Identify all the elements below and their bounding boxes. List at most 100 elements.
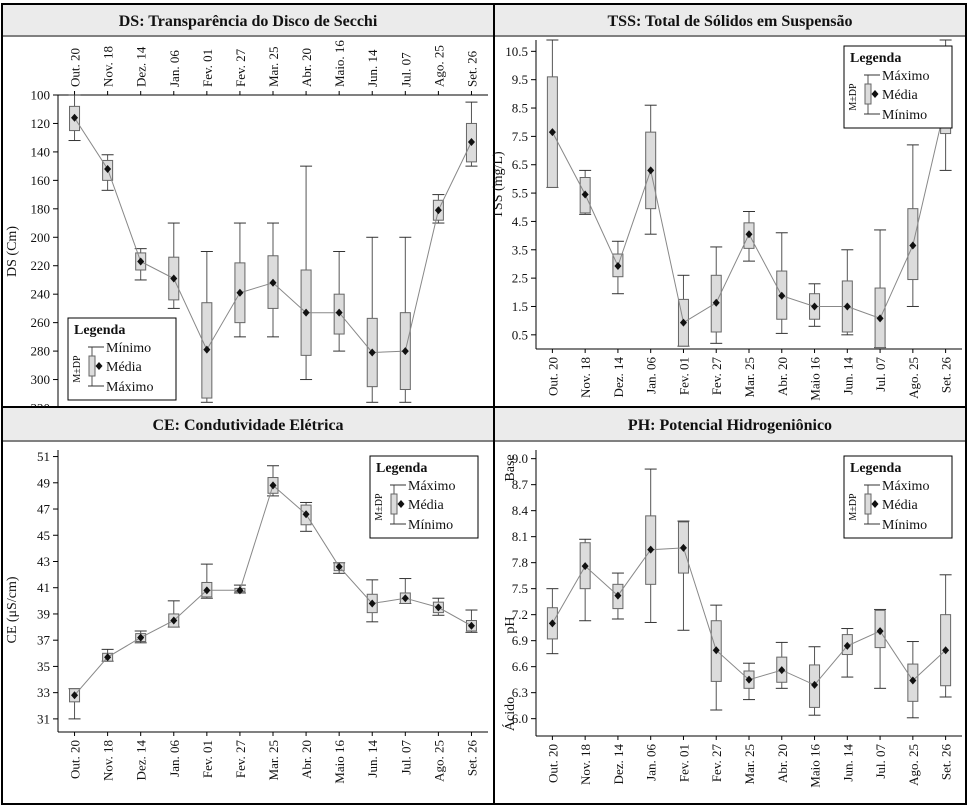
mean-marker <box>368 599 376 608</box>
x-tick-label: Abr. 20 <box>775 357 790 396</box>
legend-bottom-label: Mínimo <box>408 518 453 533</box>
mean-marker <box>434 206 442 215</box>
legend-mid-label: Média <box>106 360 143 375</box>
legend-title: Legenda <box>850 51 901 66</box>
legend-top-label: Máximo <box>882 69 929 84</box>
mean-marker <box>170 616 178 625</box>
y-tick-label: 37 <box>37 633 51 648</box>
legend-box-label: M±DP <box>374 493 385 521</box>
legend-bottom-label: Mínimo <box>882 108 927 123</box>
mean-marker <box>679 543 687 552</box>
y-tick-label: 7.5 <box>512 129 528 144</box>
mean-marker <box>876 314 884 323</box>
mean-marker <box>745 675 753 684</box>
x-tick-label: Nov. 18 <box>101 740 116 781</box>
y-tick-label: 240 <box>31 287 51 302</box>
legend-sd-box <box>864 493 872 515</box>
x-tick-label: Fev. 27 <box>233 48 248 87</box>
legend-sd-box <box>864 83 872 105</box>
y-tick-label: 8.4 <box>512 503 529 518</box>
mean-marker <box>712 646 720 655</box>
mean-marker <box>909 676 917 685</box>
x-tick-label: Set. 26 <box>464 740 479 777</box>
mean-marker <box>203 345 211 354</box>
x-tick-label: Out. 20 <box>68 48 83 87</box>
mean-marker <box>170 274 178 283</box>
mean-marker <box>778 666 786 675</box>
x-tick-label: Dez. 14 <box>134 740 149 781</box>
mean-marker <box>909 241 917 250</box>
mean-marker <box>203 586 211 595</box>
y-tick-label: 6.6 <box>512 659 529 674</box>
y-tick-label: 9.5 <box>512 72 528 87</box>
mean-marker <box>745 230 753 239</box>
y-tick-label: 220 <box>31 258 51 273</box>
x-tick-label: Dez. 14 <box>134 46 149 87</box>
legend-title: Legenda <box>850 461 901 476</box>
y-tick-label: 300 <box>31 372 51 387</box>
x-tick-label: Jan. 06 <box>167 740 182 777</box>
y-tick-label: 6.3 <box>512 685 528 700</box>
box-11 <box>874 229 887 349</box>
x-tick-label: Fev. 01 <box>676 744 691 782</box>
y-tick-label: 10.5 <box>505 44 528 59</box>
legend-mean-marker <box>871 500 879 508</box>
mean-marker <box>236 288 244 297</box>
mean-marker <box>811 302 819 311</box>
mean-marker <box>548 619 556 628</box>
legend-top-label: Máximo <box>882 479 929 494</box>
legend-sd-box <box>390 493 398 515</box>
x-tick-label: Set. 26 <box>939 357 954 394</box>
box-6 <box>233 222 246 338</box>
mean-marker <box>548 128 556 137</box>
mean-marker <box>434 603 442 612</box>
y-tick-label: 7.5 <box>512 581 528 596</box>
x-tick-label: Dez. 14 <box>611 357 626 398</box>
x-tick-label: Jul. 07 <box>873 744 888 779</box>
legend-title: Legenda <box>376 461 427 476</box>
legend-mean-marker <box>397 500 405 508</box>
y-tick-label: 140 <box>31 144 51 159</box>
y-tick-label: 39 <box>37 606 50 621</box>
x-tick-label: Ago. 25 <box>431 740 446 782</box>
x-tick-label: Jan. 06 <box>644 357 659 394</box>
mean-marker <box>581 562 589 571</box>
legend: Legenda M±DP Mínimo Média Máximo <box>67 317 177 401</box>
box-13 <box>939 574 952 698</box>
legend-mean-marker <box>95 362 103 370</box>
mean-marker <box>137 257 145 266</box>
box-4 <box>167 222 180 309</box>
legend-mid-label: Média <box>408 498 445 513</box>
mean-marker <box>335 308 343 317</box>
box-8 <box>775 232 788 334</box>
box-11 <box>874 608 887 689</box>
x-tick-label: Fev. 01 <box>676 357 691 395</box>
x-tick-label: Mar. 25 <box>742 744 757 784</box>
x-tick-label: Fev. 27 <box>709 744 724 783</box>
x-tick-label: Abr. 20 <box>299 740 314 779</box>
box-9 <box>333 251 346 352</box>
y-tick-label: 43 <box>37 554 50 569</box>
y-tick-label: 51 <box>37 449 50 464</box>
box-10 <box>841 628 854 678</box>
x-tick-label: Mar. 25 <box>266 740 281 780</box>
y-tick-label: 260 <box>31 315 51 330</box>
x-tick-label: Maio. 16 <box>332 40 347 87</box>
legend-mid-label: Média <box>882 498 919 513</box>
y-tick-label: 47 <box>37 502 51 517</box>
legend-top-label: Mínimo <box>106 341 151 356</box>
y-axis-label: CE (μS/cm) <box>5 576 20 643</box>
mean-marker <box>614 261 622 270</box>
box-1 <box>546 39 559 188</box>
mean-marker <box>614 591 622 600</box>
mean-marker <box>71 691 79 700</box>
x-tick-label: Set. 26 <box>939 744 954 781</box>
box-5 <box>677 274 690 347</box>
y-axis-label-bottom: Ácido <box>501 697 518 731</box>
x-tick-label: Ago. 25 <box>431 45 446 87</box>
x-tick-label: Mar. 25 <box>266 47 281 87</box>
y-tick-label: 6.9 <box>512 633 528 648</box>
mean-marker <box>71 113 79 122</box>
